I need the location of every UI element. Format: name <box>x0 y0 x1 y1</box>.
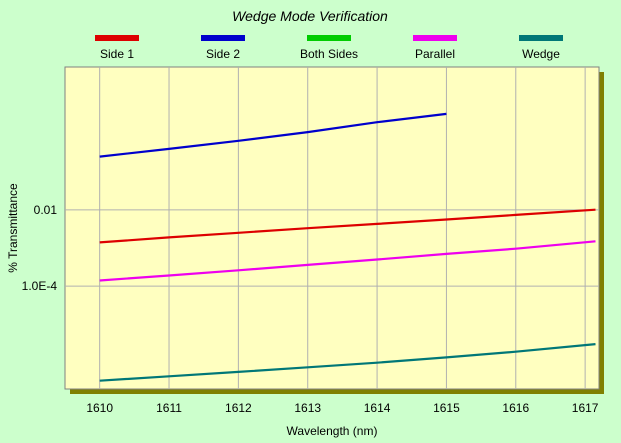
x-tick-label-2: 1612 <box>225 401 252 415</box>
x-tick-label-5: 1615 <box>433 401 460 415</box>
legend-label-4: Wedge <box>522 47 560 61</box>
y-tick-label-1: 1.0E-4 <box>22 279 58 293</box>
x-tick-label-7: 1617 <box>572 401 599 415</box>
series-line-wedge <box>99 343 596 382</box>
legend-label-0: Side 1 <box>100 47 134 61</box>
x-tick-label-4: 1614 <box>364 401 391 415</box>
grid <box>65 67 599 389</box>
legend-swatch-3 <box>413 35 457 41</box>
series-layer <box>99 112 596 382</box>
legend-label-1: Side 2 <box>206 47 240 61</box>
series-line-side-1 <box>99 208 596 244</box>
legend-swatch-4 <box>519 35 563 41</box>
x-tick-label-1: 1611 <box>156 401 182 415</box>
x-tick-label-0: 1610 <box>86 401 113 415</box>
y-tick-label-0: 0.01 <box>34 203 58 217</box>
series-line-parallel <box>99 240 596 282</box>
series-line-side-2 <box>99 112 447 158</box>
legend-swatch-1 <box>201 35 245 41</box>
x-tick-label-6: 1616 <box>502 401 529 415</box>
chart-title: Wedge Mode Verification <box>232 8 388 24</box>
legend-label-3: Parallel <box>415 47 455 61</box>
y-axis: 0.01 1.0E-4 <box>22 203 58 293</box>
legend-swatch-2 <box>307 35 351 41</box>
y-axis-label: % Transmittance <box>6 183 20 273</box>
plot-area <box>64 66 600 390</box>
legend-swatch-0 <box>95 35 139 41</box>
legend-label-2: Both Sides <box>300 47 358 61</box>
legend: Side 1 Side 2 Both Sides Parallel Wedge <box>95 35 563 61</box>
x-axis: 1610 1611 1612 1613 1614 1615 1616 1617 <box>86 401 598 415</box>
x-axis-label: Wavelength (nm) <box>287 424 378 438</box>
x-tick-label-3: 1613 <box>294 401 321 415</box>
